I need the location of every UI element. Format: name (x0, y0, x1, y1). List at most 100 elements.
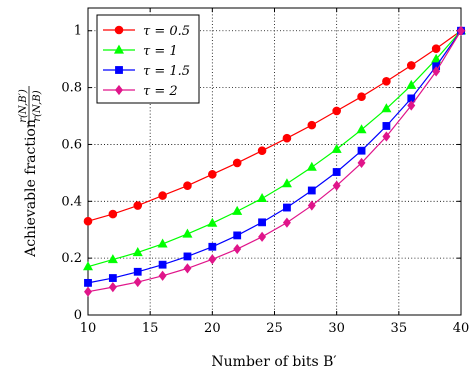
svg-text:Achievable fraction: Achievable fraction (23, 119, 39, 258)
x-tick-label: 40 (453, 321, 470, 336)
data-point (332, 106, 341, 116)
data-point (108, 209, 118, 219)
data-point (158, 260, 167, 269)
data-point (158, 191, 167, 200)
series-4 (84, 25, 465, 297)
legend-label: τ = 0.5 (143, 24, 190, 39)
data-point (382, 122, 391, 130)
data-point (133, 267, 142, 276)
series-line (87, 30, 462, 293)
legend-item: τ = 1.5 (103, 64, 190, 79)
data-point (208, 242, 217, 251)
data-point (258, 231, 267, 242)
data-point (207, 217, 218, 227)
data-point (157, 238, 168, 248)
data-point (407, 100, 416, 111)
legend-item: τ = 2 (103, 84, 178, 99)
data-point (406, 61, 416, 70)
x-tick-label: 35 (391, 321, 408, 336)
series-line (87, 30, 462, 222)
data-point (133, 201, 143, 210)
svg-text:r(N,B): r(N,B) (32, 90, 43, 121)
data-point (331, 143, 342, 153)
data-point (183, 181, 192, 190)
data-point (357, 157, 366, 169)
data-point (158, 270, 167, 281)
data-point (108, 282, 117, 293)
data-point (332, 180, 341, 191)
y-tick-label: 0.8 (61, 81, 82, 96)
x-axis-title: Number of bits B′ (211, 354, 336, 370)
data-point (457, 25, 465, 36)
data-point (132, 247, 143, 257)
data-point (258, 218, 266, 227)
legend: τ = 0.5 τ = 1 τ = 1.5 τ = 2 (96, 14, 200, 104)
x-tick-label: 15 (142, 321, 159, 336)
series-group (82, 25, 467, 297)
y-tick-label: 0.4 (61, 194, 82, 209)
y-tick-label: 0 (74, 308, 82, 323)
legend-marker (114, 25, 124, 35)
data-point (381, 103, 392, 113)
data-point (382, 77, 391, 86)
data-point (431, 44, 441, 53)
data-point (232, 205, 243, 215)
x-tick-label: 25 (266, 321, 283, 336)
data-point (82, 261, 94, 271)
data-point (307, 120, 317, 130)
axis-ticks: 10 15 20 25 30 35 40 0 0.2 0.4 0.6 0.8 1 (61, 8, 469, 336)
data-point (83, 216, 93, 226)
y-tick-label: 0.6 (61, 137, 82, 152)
x-tick-label: 30 (328, 321, 345, 336)
data-point (257, 146, 267, 155)
y-tick-label: 0.2 (61, 251, 82, 266)
legend-marker (115, 66, 123, 74)
legend-item: τ = 1 (103, 44, 178, 59)
svg-text:r(N,B′): r(N,B′) (18, 89, 29, 123)
series-2 (82, 25, 467, 271)
x-tick-label: 20 (204, 321, 221, 336)
data-point (183, 252, 192, 261)
data-point (84, 278, 92, 287)
data-point (382, 131, 391, 142)
data-point (357, 92, 366, 101)
data-point (108, 274, 117, 282)
x-tick-label: 10 (80, 321, 97, 336)
data-point (432, 66, 441, 77)
legend-label: τ = 2 (143, 84, 178, 99)
data-point (281, 178, 292, 188)
data-point (356, 124, 367, 134)
data-point (332, 168, 341, 176)
legend-item: τ = 0.5 (103, 24, 190, 39)
data-point (182, 228, 193, 238)
data-point (282, 133, 292, 143)
data-point (84, 286, 92, 297)
data-point (357, 146, 366, 155)
data-point (257, 193, 268, 203)
data-point (208, 169, 217, 179)
data-point (406, 79, 417, 89)
data-point (232, 158, 242, 168)
series-1 (83, 26, 466, 226)
series-line (87, 30, 462, 268)
data-point (208, 254, 217, 265)
legend-label: τ = 1.5 (143, 64, 190, 79)
legend-marker (115, 84, 123, 96)
data-point (233, 243, 242, 255)
data-point (307, 186, 316, 195)
data-point (282, 217, 291, 228)
legend-marker (113, 44, 125, 54)
y-tick-label: 1 (74, 24, 82, 39)
legend-label: τ = 1 (143, 44, 178, 59)
data-point (283, 203, 291, 212)
data-point (233, 231, 242, 240)
data-point (306, 161, 317, 171)
data-point (183, 263, 192, 274)
legend-box (96, 14, 200, 104)
data-point (307, 200, 316, 211)
data-point (133, 276, 142, 288)
series-line (87, 30, 462, 284)
data-point (107, 254, 118, 264)
y-axis-title: Achievable fraction r(N,B′) r(N,B) (18, 86, 43, 258)
